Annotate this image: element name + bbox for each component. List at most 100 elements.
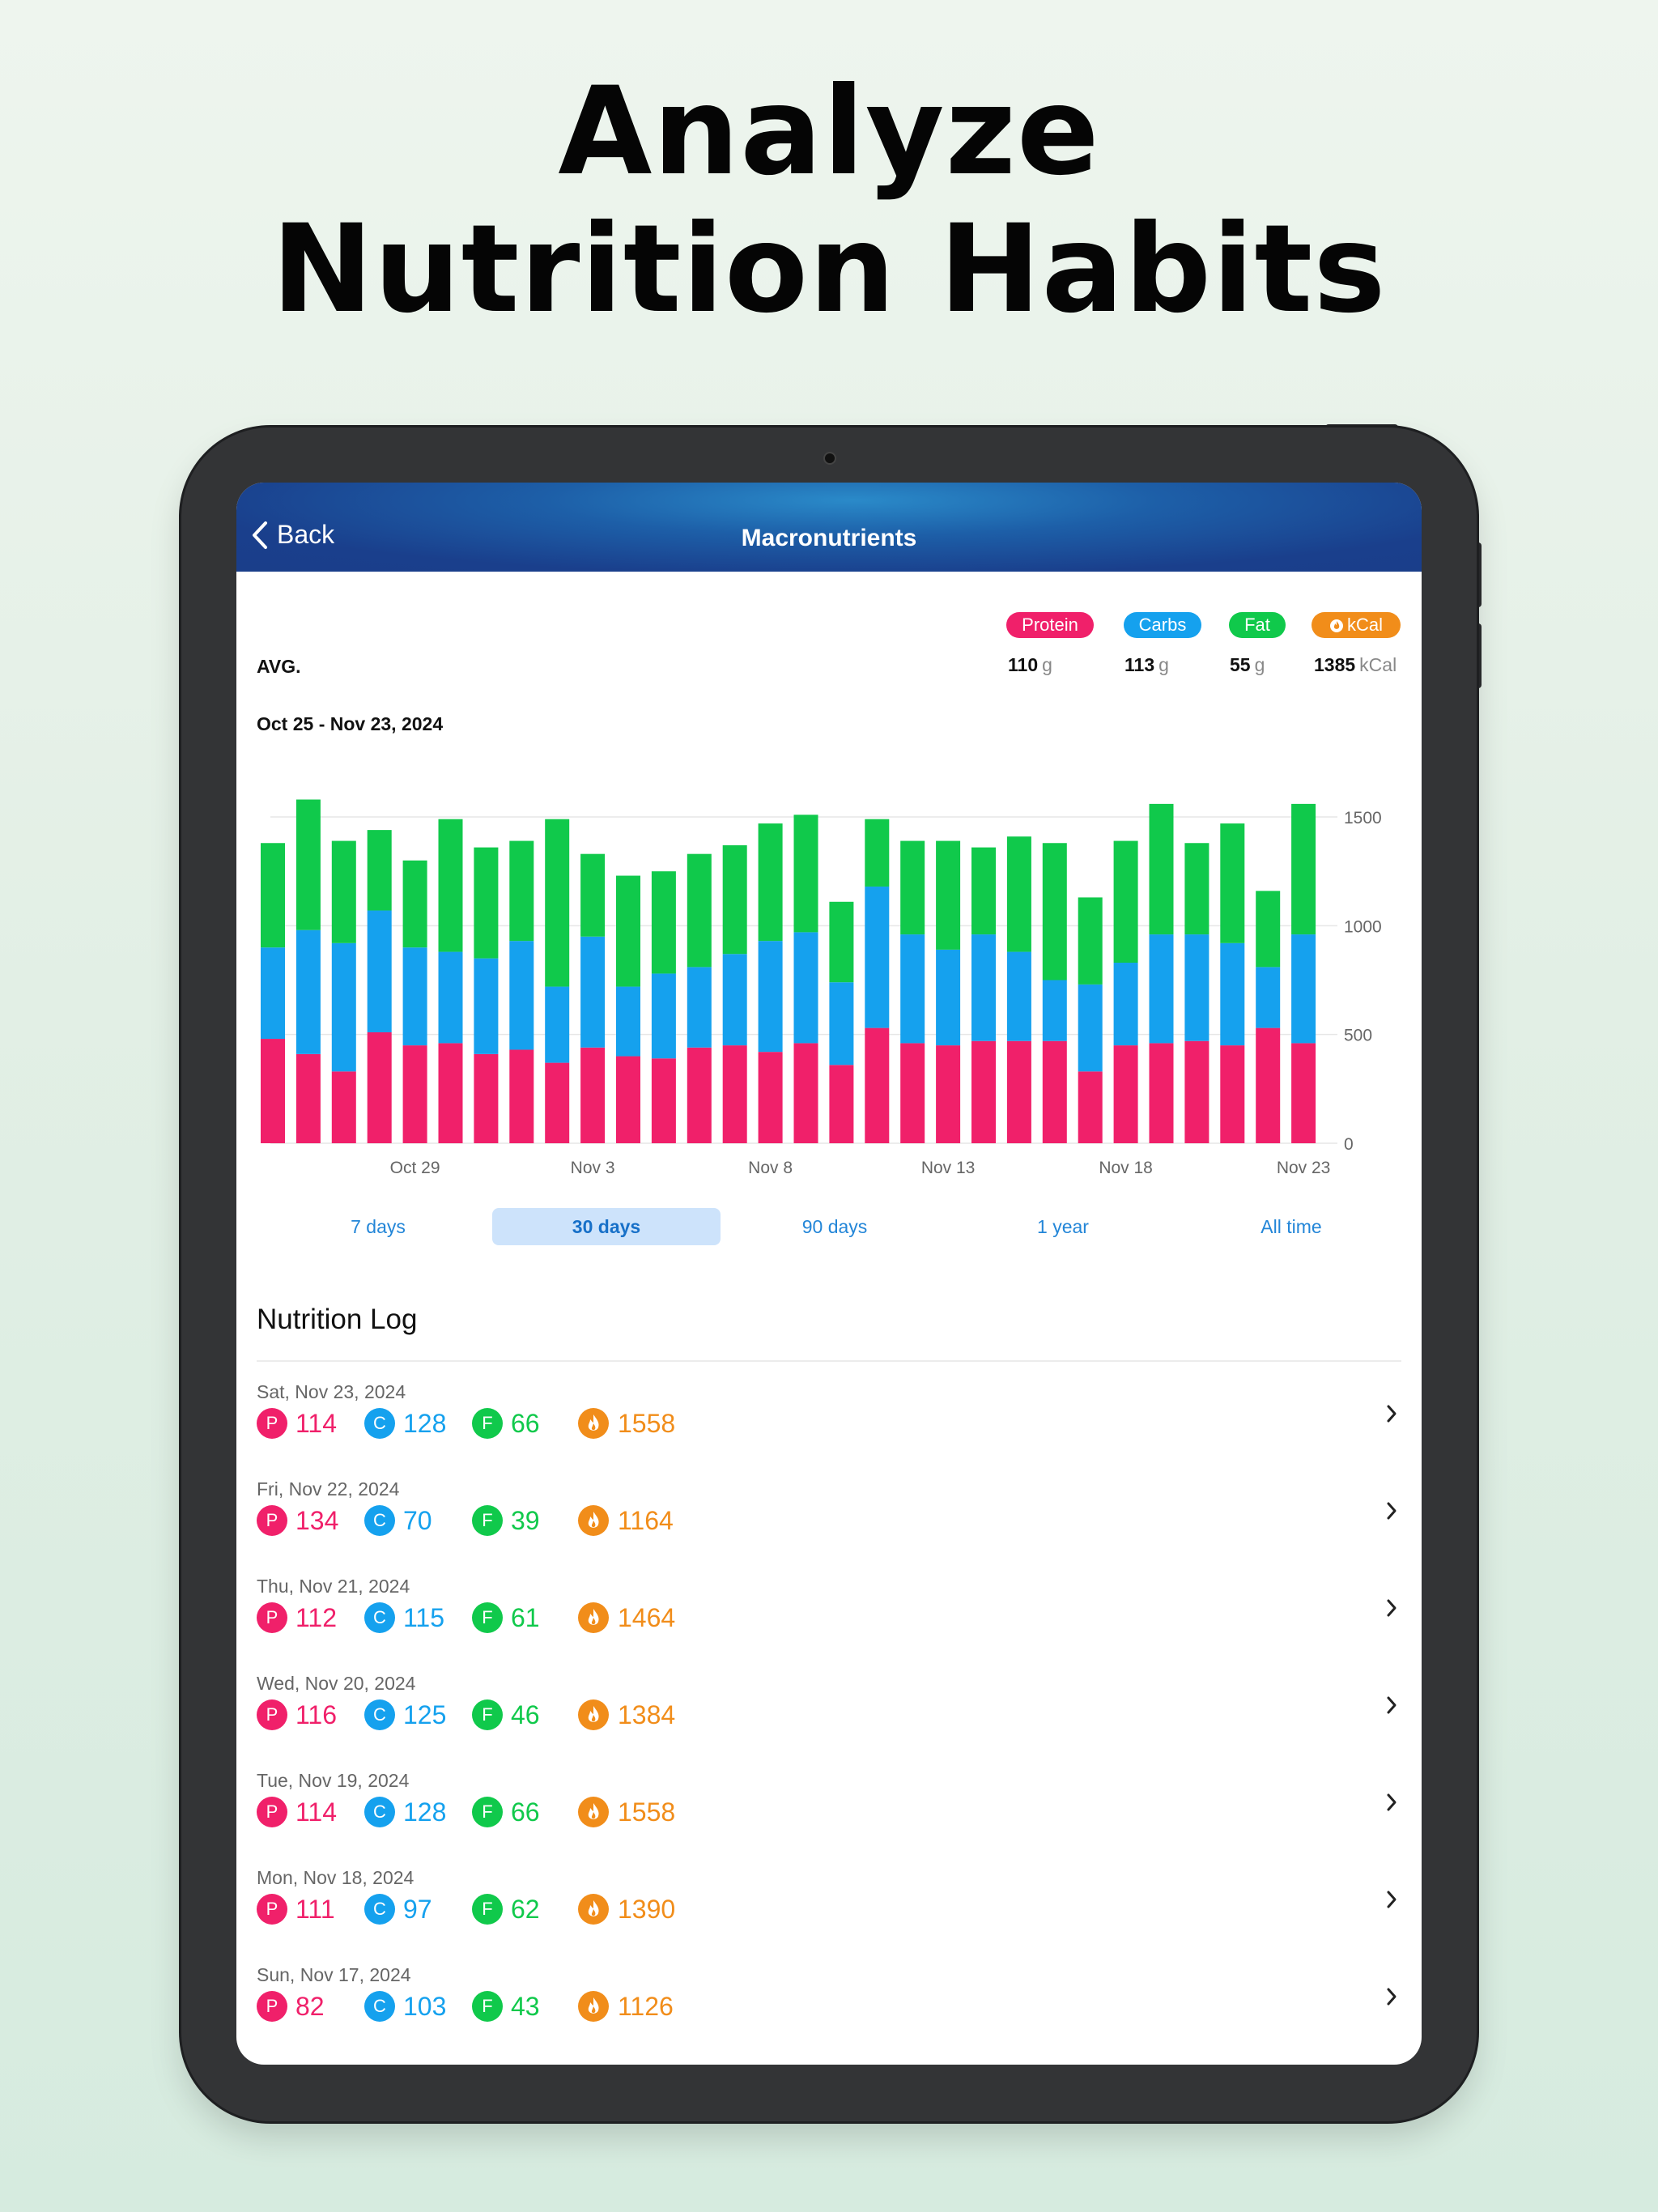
fat-badge: F: [472, 1797, 503, 1827]
range-tab-7-days[interactable]: 7 days: [351, 1216, 406, 1237]
log-entry-date: Sun, Nov 17, 2024: [257, 1964, 411, 1985]
x-tick-label: Nov 18: [1099, 1159, 1153, 1177]
y-tick-label: 1500: [1344, 809, 1382, 827]
bar-protein: [687, 1047, 712, 1143]
range-tab-90-days[interactable]: 90 days: [801, 1216, 868, 1237]
back-button[interactable]: Back: [251, 520, 334, 550]
bar-carbs: [509, 941, 534, 1050]
log-kcal: 1558: [577, 1796, 675, 1828]
bar-carbs: [865, 886, 890, 1028]
log-entry[interactable]: Sat, Nov 23, 2024 P 114 C 128 F 66 1558: [257, 1381, 1401, 1478]
nutrition-log-title: Nutrition Log: [257, 1304, 418, 1335]
y-tick-label: 1000: [1344, 917, 1382, 936]
protein-badge: P: [257, 1894, 287, 1925]
protein-badge: P: [257, 1505, 287, 1536]
bar-protein: [580, 1047, 606, 1143]
log-carbs-value: 128: [403, 1408, 447, 1438]
bar-fat: [616, 875, 640, 987]
bar-fat: [1184, 843, 1209, 935]
bar-protein: [900, 1043, 925, 1143]
chevron-right: [1385, 1695, 1398, 1719]
range-tab-all-time[interactable]: All time: [1261, 1216, 1322, 1237]
carbs-badge: C: [364, 1408, 395, 1439]
carbs-badge: C: [364, 1894, 395, 1925]
log-fat: F 61: [472, 1602, 540, 1634]
protein-badge: P: [257, 1797, 287, 1827]
y-tick-label: 0: [1344, 1135, 1354, 1154]
bar-protein: [1078, 1071, 1103, 1143]
avg-kcal-unit: kCal: [1359, 654, 1397, 675]
legend-kcal: kCal: [1312, 612, 1401, 638]
log-fat: F 43: [472, 1990, 540, 2023]
log-fat-value: 46: [511, 1699, 540, 1729]
bar-protein: [1256, 1027, 1281, 1143]
chevron-right: [1385, 1404, 1398, 1427]
bar-fat: [1006, 836, 1031, 952]
log-entry[interactable]: Fri, Nov 22, 2024 P 134 C 70 F 39 1164: [257, 1478, 1401, 1576]
bar-carbs: [295, 929, 321, 1054]
log-protein: P 134: [257, 1504, 338, 1537]
x-tick-label: Nov 8: [748, 1159, 793, 1177]
fat-badge: F: [472, 1602, 503, 1633]
bar-fat: [865, 819, 890, 887]
bar-carbs: [1184, 934, 1209, 1041]
avg-kcal: 1385 kCal: [1314, 654, 1397, 676]
range-tab-1-year[interactable]: 1 year: [1037, 1216, 1089, 1237]
log-kcal: 1558: [577, 1407, 675, 1440]
navigation-bar: Back Macronutrients: [236, 483, 1422, 572]
bar-protein: [438, 1043, 463, 1143]
bar-protein: [971, 1040, 996, 1143]
bar-fat: [1042, 843, 1067, 981]
log-fat: F 46: [472, 1699, 540, 1731]
bar-fat: [261, 843, 285, 948]
log-fat: F 62: [472, 1893, 540, 1925]
bar-protein: [1220, 1045, 1245, 1143]
headline: Analyze Nutrition Habits: [0, 63, 1658, 338]
front-camera: [823, 452, 836, 465]
flame-icon: [578, 1699, 609, 1730]
log-carbs: C 103: [364, 1990, 446, 2023]
log-protein-value: 114: [295, 1408, 338, 1438]
log-kcal-value: 1558: [618, 1797, 676, 1827]
log-fat-value: 62: [511, 1894, 540, 1924]
log-carbs: C 128: [364, 1407, 446, 1440]
log-fat-value: 66: [511, 1408, 540, 1438]
log-entry[interactable]: Thu, Nov 21, 2024 P 112 C 115 F 61 1464: [257, 1576, 1401, 1673]
avg-kcal-value: 1385: [1314, 654, 1356, 675]
bar-carbs: [402, 947, 427, 1046]
log-carbs-value: 125: [403, 1699, 447, 1729]
log-entry[interactable]: Tue, Nov 19, 2024 P 114 C 128 F 66 1558: [257, 1770, 1401, 1867]
log-kcal: 1164: [577, 1504, 674, 1537]
bar-fat: [331, 840, 356, 943]
bar-protein: [758, 1052, 783, 1143]
volume-up-button: [1475, 542, 1482, 607]
back-label: Back: [277, 520, 335, 549]
bar-protein: [616, 1056, 640, 1143]
fat-badge: F: [472, 1894, 503, 1925]
chevron-right-icon: [1387, 1793, 1397, 1811]
log-protein-value: 116: [295, 1699, 338, 1729]
date-range: Oct 25 - Nov 23, 2024: [257, 713, 444, 734]
log-entry[interactable]: Mon, Nov 18, 2024 P 111 C 97 F 62 1390: [257, 1867, 1401, 1964]
bar-carbs: [651, 973, 676, 1059]
legend-kcal-label: kCal: [1346, 615, 1383, 635]
flame-icon: [578, 1797, 609, 1827]
log-kcal-value: 1390: [618, 1894, 676, 1924]
avg-fat: 55 g: [1230, 654, 1265, 676]
screen-title: Macronutrients: [741, 525, 917, 551]
range-tab-30-days[interactable]: 30 days: [492, 1208, 721, 1245]
headline-line-2: Nutrition Habits: [271, 199, 1387, 340]
log-entry[interactable]: Wed, Nov 20, 2024 P 116 C 125 F 46 1384: [257, 1673, 1401, 1770]
bar-carbs: [758, 941, 783, 1053]
bar-fat: [971, 847, 996, 935]
log-kcal-value: 1558: [618, 1408, 676, 1438]
protein-badge: P: [257, 1408, 287, 1439]
bar-protein: [509, 1049, 534, 1143]
log-carbs-value: 97: [403, 1894, 432, 1924]
log-entry[interactable]: Sun, Nov 17, 2024 P 82 C 103 F 43 1126: [257, 1964, 1401, 2061]
bar-protein: [722, 1045, 747, 1143]
bar-carbs: [616, 986, 640, 1057]
log-carbs-value: 128: [403, 1797, 447, 1827]
bar-protein: [829, 1065, 854, 1143]
bar-carbs: [722, 954, 747, 1046]
